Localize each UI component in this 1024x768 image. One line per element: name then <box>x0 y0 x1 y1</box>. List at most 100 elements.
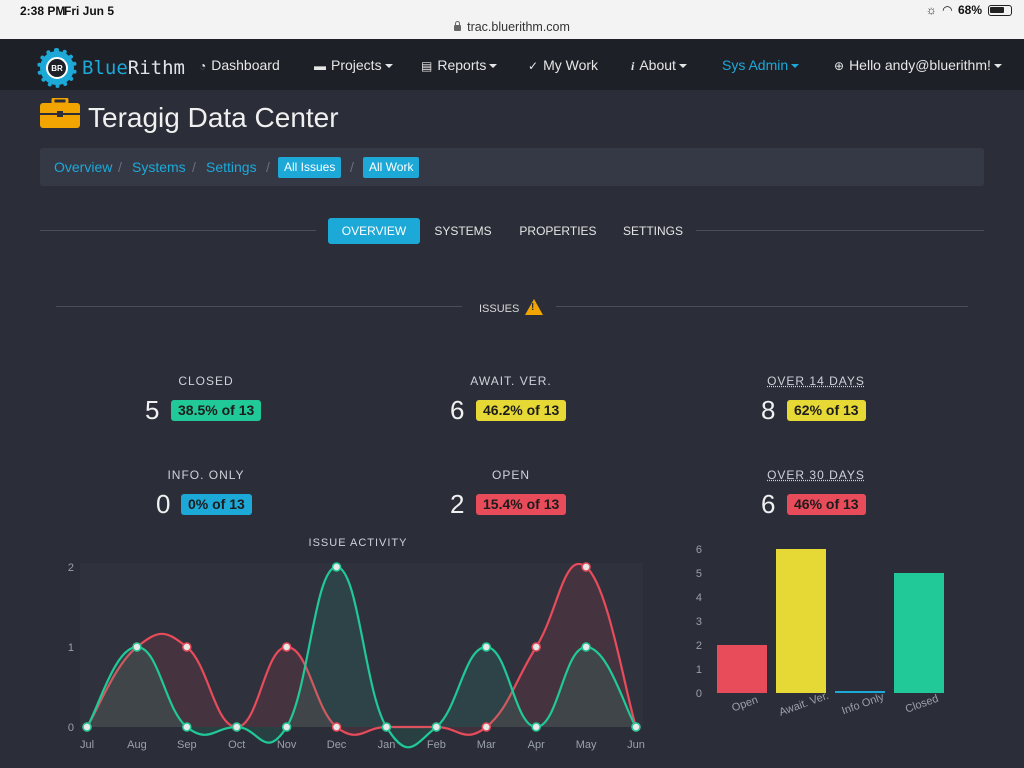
brand-name: BlueRithm <box>82 57 185 79</box>
series-0-point[interactable] <box>182 642 192 652</box>
x-tick-label: Jun <box>627 739 645 751</box>
tab-properties[interactable]: PROPERTIES <box>519 224 597 238</box>
status-date: Fri Jun 5 <box>64 4 115 18</box>
wifi-icon: ◠ <box>942 3 952 17</box>
url-text: trac.bluerithm.com <box>467 20 570 34</box>
series-0-point[interactable] <box>331 722 342 732</box>
open-label: OPEN <box>491 468 530 482</box>
y-tick-label: 3 <box>696 616 702 628</box>
x-tick-label: Feb <box>427 739 446 751</box>
nav-sys-admin[interactable]: Sys Admin <box>722 57 800 73</box>
breadcrumb-settings[interactable]: Settings <box>206 159 257 175</box>
series-0-point[interactable] <box>531 642 541 652</box>
x-tick-label: Aug <box>127 739 147 751</box>
x-tick-label: Apr <box>528 739 545 751</box>
brand-logo[interactable]: BR BlueRithm <box>37 48 185 88</box>
y-tick-label: 0 <box>696 688 702 700</box>
nav-projects[interactable]: ▬ Projects <box>314 57 393 73</box>
open-count: 2 <box>450 489 465 519</box>
info-label: INFO. ONLY <box>167 468 245 482</box>
status-time: 2:38 PM <box>20 4 66 18</box>
report-icon: ▤ <box>421 59 433 73</box>
series-1-point[interactable] <box>182 722 192 732</box>
x-tick-label: Await. Ver. <box>778 690 831 719</box>
x-tick-label: Nov <box>277 739 297 751</box>
status-right: ☼ ◠ 68% <box>926 3 1012 17</box>
chevron-down-icon <box>678 64 687 68</box>
y-tick-label: 1 <box>696 664 702 676</box>
tab-systems[interactable]: SYSTEMS <box>434 224 492 238</box>
await-label: AWAIT. VER. <box>470 374 552 388</box>
y-tick-label: 0 <box>68 722 74 734</box>
issues-heading: ISSUES <box>479 303 520 315</box>
tab-overview[interactable]: OVERVIEW <box>328 218 420 244</box>
series-1-point[interactable] <box>132 642 142 652</box>
x-tick-label: Jul <box>80 739 94 751</box>
breadcrumb-separator: / <box>350 159 354 175</box>
closed-label: CLOSED <box>178 374 234 388</box>
issue-activity-title: ISSUE ACTIVITY <box>308 537 408 549</box>
chevron-down-icon <box>993 64 1002 68</box>
over30-label[interactable]: OVER 30 DAYS <box>767 468 865 482</box>
battery-percent: 68% <box>957 3 982 17</box>
check-icon: ✓ <box>528 59 539 73</box>
info-badge: 0% of 13 <box>181 494 252 515</box>
gauge-icon: ◔ <box>199 59 207 73</box>
nav-about[interactable]: i About <box>631 57 687 74</box>
issues-divider-right <box>556 306 968 307</box>
y-tick-label: 5 <box>696 568 702 580</box>
all-work-button[interactable]: All Work <box>363 157 420 178</box>
series-1-point[interactable] <box>531 722 541 732</box>
nav-reports[interactable]: ▤ Reports <box>421 57 498 73</box>
bar-closed[interactable] <box>894 573 944 693</box>
chevron-down-icon <box>489 64 498 68</box>
over14-badge: 62% of 13 <box>787 400 866 421</box>
series-1-point[interactable] <box>481 642 492 652</box>
brightness-icon: ☼ <box>925 3 937 17</box>
await-count: 6 <box>450 395 465 425</box>
breadcrumb-systems[interactable]: Systems <box>132 159 186 175</box>
chevron-down-icon <box>791 64 800 68</box>
bar-info-only[interactable] <box>835 691 885 693</box>
series-1-point[interactable] <box>331 562 342 572</box>
series-0-point[interactable] <box>281 642 292 652</box>
series-1-point[interactable] <box>82 722 92 732</box>
nav-my-work[interactable]: ✓ My Work <box>528 57 599 73</box>
series-0-point[interactable] <box>481 722 492 732</box>
top-navbar: BR BlueRithm ◔ Dashboard ▬ Projects ▤ Repor… <box>0 39 1024 90</box>
issues-divider-left <box>56 306 462 307</box>
info-icon: i <box>631 59 635 73</box>
warning-exclamation: ! <box>531 302 535 313</box>
series-1-point[interactable] <box>431 722 442 732</box>
bar-await-ver-[interactable] <box>776 549 826 693</box>
over30-badge: 46% of 13 <box>787 494 866 515</box>
series-1-point[interactable] <box>581 642 591 652</box>
series-1-point[interactable] <box>281 722 292 732</box>
series-area-0 <box>87 563 636 735</box>
series-0-point[interactable] <box>581 562 591 572</box>
lock-icon <box>454 21 462 31</box>
tabs-divider-right <box>696 230 984 231</box>
bar-open[interactable] <box>717 645 767 693</box>
over14-label[interactable]: OVER 14 DAYS <box>767 374 865 388</box>
series-1-point[interactable] <box>631 722 641 732</box>
breadcrumb-overview[interactable]: Overview <box>54 159 113 175</box>
x-tick-label: Info Only <box>840 691 886 718</box>
y-tick-label: 2 <box>696 640 702 652</box>
series-1-point[interactable] <box>381 722 392 732</box>
series-1-point[interactable] <box>231 722 242 732</box>
briefcase-icon: ▬ <box>314 59 326 73</box>
nav-dashboard[interactable]: ◔ Dashboard <box>199 57 280 73</box>
all-issues-button[interactable]: All Issues <box>278 157 342 178</box>
issue-status-bar-chart: 0 1 2 3 4 5 6 Open Await. Ver. Info Only Closed <box>696 544 944 719</box>
tab-settings[interactable]: SETTINGS <box>622 224 683 238</box>
breadcrumb-separator: / <box>266 159 270 175</box>
address-bar[interactable]: trac.bluerithm.com <box>0 20 1024 34</box>
x-tick-label: Open <box>730 694 759 714</box>
x-tick-label: May <box>576 739 597 751</box>
issue-activity-chart: 0 1 2 Jul Aug Sep Oct Nov Dec Jan Feb Mar Apr May Jun <box>68 562 645 751</box>
battery-icon <box>988 4 1012 16</box>
y-tick-label: 4 <box>696 592 702 604</box>
y-tick-label: 2 <box>68 562 74 574</box>
nav-user-menu[interactable]: ⊕ Hello andy@bluerithm! <box>834 57 1002 73</box>
